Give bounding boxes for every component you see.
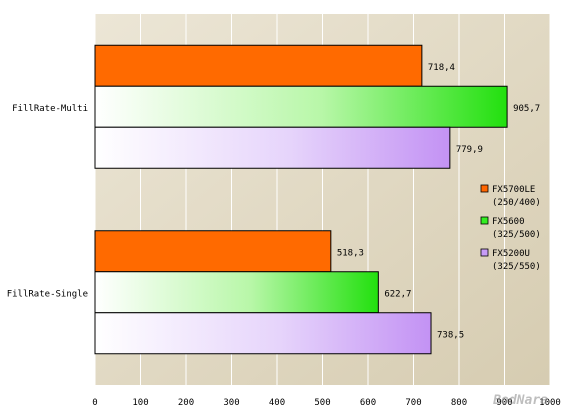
bar-fx5700le-fillrate-multi <box>94 44 423 87</box>
x-tick-label: 200 <box>178 398 194 408</box>
value-labels: 718,4 905,7 779,9 518,3 622,7 738,5 <box>337 63 540 341</box>
x-tick-label: 1000 <box>539 398 561 408</box>
x-axis-tick-labels: 0 100 200 300 400 500 600 700 800 900 1000 <box>92 398 561 408</box>
bar-fx5700le-fillrate-single <box>94 230 332 273</box>
x-tick-label: 100 <box>132 398 148 408</box>
data-label: 905,7 <box>513 104 540 114</box>
category-labels: FillRate-Multi FillRate-Single <box>7 104 88 300</box>
x-tick-label: 800 <box>451 398 467 408</box>
bar-fx5600-fillrate-single <box>94 271 379 314</box>
legend-label: FX5600 <box>492 217 525 227</box>
legend-swatch <box>480 184 489 193</box>
bar-fx5600-fillrate-multi <box>94 85 508 128</box>
x-tick-label: 500 <box>314 398 330 408</box>
legend-label: FX5200U <box>492 249 530 259</box>
x-tick-label: 400 <box>269 398 285 408</box>
data-label: 718,4 <box>428 63 455 73</box>
bars <box>94 44 508 355</box>
x-tick-label: 900 <box>496 398 512 408</box>
x-tick-label: 300 <box>223 398 239 408</box>
data-label: 622,7 <box>384 289 411 299</box>
data-label: 738,5 <box>437 330 464 340</box>
legend-sublabel: (325/550) <box>492 262 541 272</box>
category-label: FillRate-Single <box>7 289 88 299</box>
legend-swatch <box>480 216 489 225</box>
bar-fx5200u-fillrate-single <box>94 312 432 355</box>
category-label: FillRate-Multi <box>12 104 88 114</box>
legend-swatch <box>480 248 489 257</box>
watermark-logo: BodNara <box>492 393 548 408</box>
legend-sublabel: (325/500) <box>492 230 541 240</box>
data-label: 518,3 <box>337 248 364 258</box>
x-tick-label: 600 <box>360 398 376 408</box>
legend-label: FX5700LE <box>492 185 535 195</box>
x-tick-label: 700 <box>405 398 421 408</box>
data-label: 779,9 <box>456 145 483 155</box>
x-tick-label: 0 <box>92 398 97 408</box>
bar-fx5200u-fillrate-multi <box>94 126 451 169</box>
legend-sublabel: (250/400) <box>492 198 541 208</box>
legend: FX5700LE (250/400) FX5600 (325/500) FX5200U (… <box>480 184 541 272</box>
